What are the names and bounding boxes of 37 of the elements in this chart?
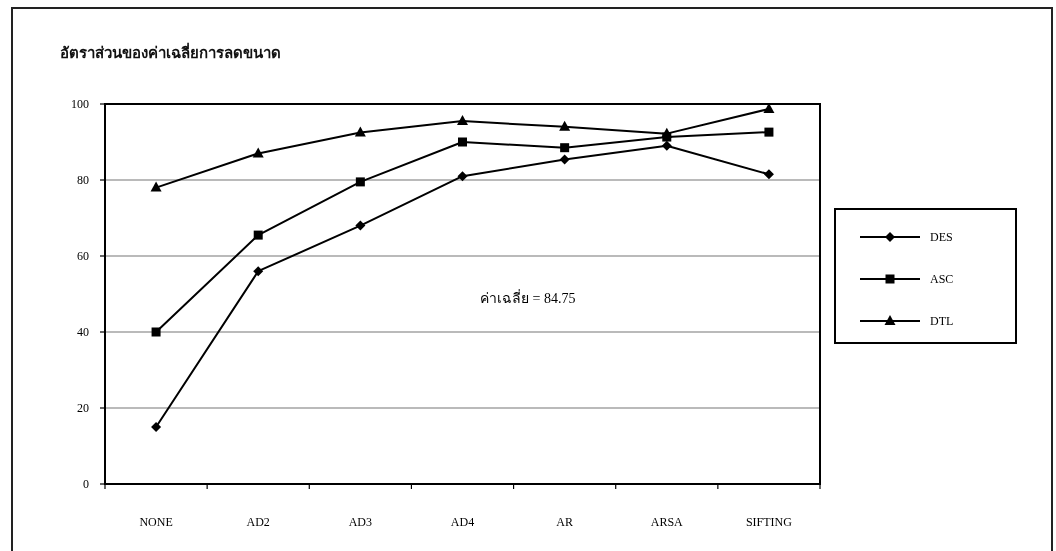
y-tick-label: 80 xyxy=(77,173,89,187)
x-tick-label: SIFTING xyxy=(745,515,793,529)
point xyxy=(355,220,366,231)
legend-label: DES xyxy=(930,230,953,244)
legend-label: DTL xyxy=(930,314,954,328)
x-tick-label: NONE xyxy=(139,515,173,529)
y-tick-label: 20 xyxy=(77,401,89,415)
point xyxy=(559,120,571,131)
point xyxy=(354,126,366,137)
point xyxy=(151,327,161,337)
point xyxy=(253,230,263,240)
y-tick-label: 100 xyxy=(71,97,89,111)
point xyxy=(764,127,774,137)
point xyxy=(559,154,570,165)
x-tick-label: AD4 xyxy=(450,515,475,529)
point xyxy=(763,169,774,180)
point xyxy=(560,143,570,153)
y-tick-label: 0 xyxy=(83,477,89,491)
point xyxy=(252,147,264,158)
point xyxy=(661,127,673,138)
point xyxy=(253,266,264,277)
point xyxy=(151,422,162,432)
y-tick-label: 60 xyxy=(77,249,89,263)
chart-title: อัตราส่วนของค่าเฉลี่ยการลดขนาด xyxy=(60,42,281,61)
point xyxy=(457,115,468,126)
x-tick-label: AD3 xyxy=(348,515,373,529)
y-tick-label: 40 xyxy=(77,325,89,339)
point xyxy=(355,177,365,187)
point xyxy=(661,140,672,151)
legend-label: ASC xyxy=(930,272,954,286)
x-tick-label: ARSA xyxy=(650,515,684,529)
x-tick-label: AD2 xyxy=(246,515,270,529)
x-tick-label: AR xyxy=(556,515,573,529)
point xyxy=(458,137,467,147)
point xyxy=(457,171,468,182)
annotation: ค่าเฉลี่ย = 84.75 xyxy=(480,289,576,306)
point xyxy=(150,181,162,192)
